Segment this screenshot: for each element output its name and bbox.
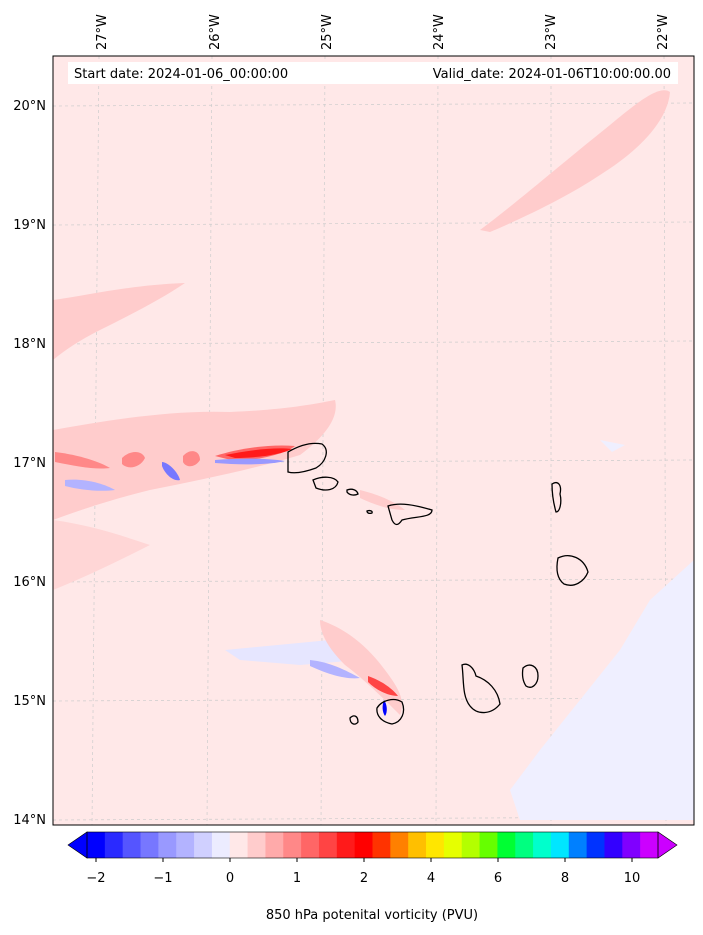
map-frame bbox=[52, 55, 695, 826]
colorbar-cell bbox=[550, 832, 570, 858]
colorbar-tick-label: 10 bbox=[624, 871, 641, 886]
colorbar-cell bbox=[318, 832, 338, 858]
colorbar-cell bbox=[229, 832, 249, 858]
island-sao-nicolau bbox=[387, 503, 433, 526]
colorbar-cell bbox=[390, 832, 409, 858]
lat-tick-label: 16°N bbox=[13, 575, 46, 590]
colorbar-extend-high bbox=[657, 831, 678, 859]
colorbar-cell bbox=[640, 832, 659, 858]
colorbar-tick-label: 1 bbox=[293, 871, 301, 886]
colorbar-cell bbox=[247, 832, 266, 858]
island-boa-vista bbox=[556, 555, 589, 586]
pv-area-west-lower bbox=[53, 520, 150, 590]
colorbar-tick-label: 0 bbox=[226, 871, 234, 886]
colorbar-frame bbox=[86, 831, 659, 859]
pv-negative-area-east bbox=[600, 440, 625, 452]
colorbar-cell bbox=[443, 832, 463, 858]
colorbar-cell bbox=[497, 832, 516, 858]
colorbar-cells bbox=[87, 832, 659, 858]
island-sao-vicente bbox=[312, 476, 339, 491]
lon-tick-labels: 27°W 26°W 25°W 24°W 23°W 22°W bbox=[95, 14, 671, 50]
lat-tick-labels: 20°N 19°N 18°N 17°N 16°N 15°N 14°N bbox=[13, 99, 46, 828]
colorbar-extend-low bbox=[67, 831, 88, 859]
pv-blob-west bbox=[122, 452, 145, 468]
colorbar-cell bbox=[354, 832, 373, 858]
pv-blue-streak-1 bbox=[162, 462, 180, 481]
lon-tick-label: 22°W bbox=[656, 14, 671, 50]
gridlines bbox=[52, 55, 695, 826]
start-date-text: Start date: 2024-01-06_00:00:00 bbox=[74, 67, 288, 82]
pv-area-northeast-band bbox=[480, 90, 670, 233]
pv-streak-north-2 bbox=[225, 448, 292, 458]
lat-tick-label: 18°N bbox=[13, 337, 46, 352]
colorbar-tick-label: −2 bbox=[86, 871, 105, 886]
island-santo-antao bbox=[287, 442, 327, 474]
colorbar-cell bbox=[568, 832, 588, 858]
colorbar-cell bbox=[301, 832, 320, 858]
colorbar-cell bbox=[604, 832, 623, 858]
pv-blue-streak-2 bbox=[65, 479, 115, 491]
island-santiago bbox=[461, 663, 501, 714]
pv-blue-streak-3 bbox=[215, 458, 285, 465]
colorbar-tick-label: 2 bbox=[360, 871, 368, 886]
pv-streak-south bbox=[368, 676, 398, 696]
pv-area-northwest bbox=[53, 283, 185, 360]
colorbar-tick-label: 6 bbox=[494, 871, 502, 886]
lon-tick-label: 24°W bbox=[432, 14, 447, 50]
colorbar-cell bbox=[176, 832, 195, 858]
pv-negative-area-southeast bbox=[510, 560, 694, 820]
island-fogo bbox=[376, 698, 405, 725]
island-ilheu bbox=[366, 509, 373, 515]
colorbar-tick-labels: −2 −1 0 1 2 4 6 8 10 bbox=[86, 871, 640, 886]
colorbar-title: 850 hPa potenital vorticity (PVU) bbox=[266, 908, 478, 923]
colorbar-cell bbox=[622, 832, 641, 858]
lat-tick-label: 19°N bbox=[13, 218, 46, 233]
colorbar-cell bbox=[408, 832, 427, 858]
lon-tick-label: 25°W bbox=[320, 14, 335, 50]
pv-blob-mid bbox=[183, 451, 200, 467]
colorbar-cell bbox=[283, 832, 302, 858]
lat-tick-label: 20°N bbox=[13, 99, 46, 114]
colorbar-tick-label: −1 bbox=[153, 871, 172, 886]
colorbar-cell bbox=[426, 832, 445, 858]
island-santa-luzia bbox=[346, 488, 359, 496]
colorbar-tick-label: 4 bbox=[427, 871, 435, 886]
island-sal bbox=[551, 481, 562, 513]
colorbar-cell bbox=[140, 832, 159, 858]
lon-tick-label: 27°W bbox=[95, 14, 110, 50]
colorbar-cell bbox=[479, 832, 498, 858]
colorbar-cell bbox=[87, 832, 106, 858]
colorbar-cell bbox=[372, 832, 391, 858]
pv-field bbox=[53, 90, 694, 820]
pv-blue-streak-south bbox=[310, 660, 360, 679]
coastlines bbox=[287, 442, 589, 725]
lat-tick-label: 15°N bbox=[13, 694, 46, 709]
colorbar-cell bbox=[336, 832, 356, 858]
island-maio bbox=[521, 664, 539, 688]
lat-tick-label: 17°N bbox=[13, 456, 46, 471]
colorbar-cell bbox=[265, 832, 284, 858]
colorbar-tick-label: 8 bbox=[561, 871, 569, 886]
colorbar-cell bbox=[122, 832, 142, 858]
colorbar-cell bbox=[533, 832, 552, 858]
island-brava bbox=[349, 715, 359, 725]
colorbar-cell bbox=[461, 832, 481, 858]
colorbar-cell bbox=[194, 832, 213, 858]
pv-blue-core-south bbox=[382, 700, 387, 716]
colorbar-cell bbox=[586, 832, 605, 858]
colorbar-cell bbox=[158, 832, 177, 858]
lon-tick-label: 26°W bbox=[208, 14, 223, 50]
colorbar-ticks bbox=[95, 858, 633, 862]
colorbar-cell bbox=[104, 832, 124, 858]
lon-tick-label: 23°W bbox=[544, 14, 559, 50]
colorbar-cell bbox=[515, 832, 534, 858]
pv-streak-west bbox=[55, 452, 110, 469]
colorbar: −2 −1 0 1 2 4 6 8 10 850 hPa potenital v… bbox=[67, 831, 678, 923]
colorbar-cell bbox=[211, 832, 231, 858]
info-box bbox=[68, 62, 678, 84]
valid-date-text: Valid_date: 2024-01-06T10:00:00.00 bbox=[433, 67, 671, 82]
pv-negative-area-south bbox=[225, 640, 360, 665]
lat-tick-label: 14°N bbox=[13, 813, 46, 828]
